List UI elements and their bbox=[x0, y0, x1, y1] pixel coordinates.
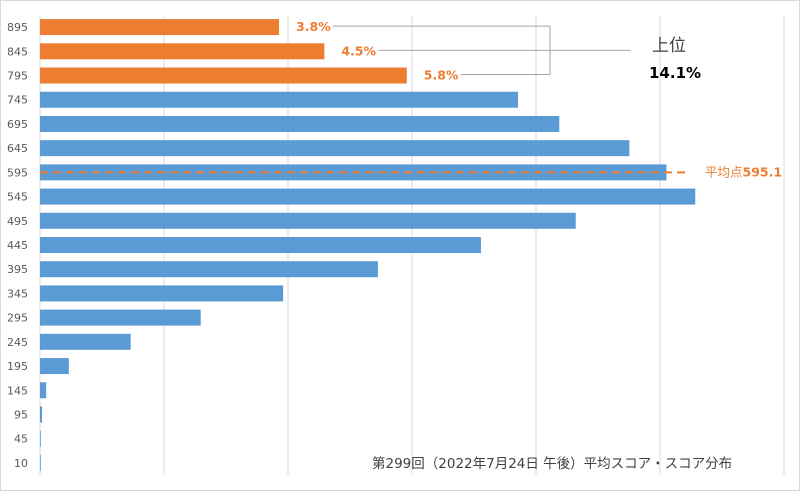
top-total-value: 14.1% bbox=[649, 64, 701, 82]
category-label: 245 bbox=[7, 336, 28, 349]
category-label: 95 bbox=[14, 408, 28, 421]
bars bbox=[40, 19, 696, 471]
bar-495 bbox=[40, 212, 576, 229]
category-label: 445 bbox=[7, 239, 28, 252]
category-label: 495 bbox=[7, 215, 28, 228]
bar-745 bbox=[40, 91, 519, 108]
average-prefix: 平均点 bbox=[705, 164, 743, 179]
top-percent-label: 5.8% bbox=[424, 68, 459, 83]
category-label: 195 bbox=[7, 360, 28, 373]
category-labels: 895 845 795 745 695 645 595 545 495 445 395 345 295 2… bbox=[7, 21, 28, 470]
bar-395 bbox=[40, 261, 378, 278]
bar-195 bbox=[40, 358, 69, 375]
bar-45 bbox=[40, 430, 41, 447]
category-label: 895 bbox=[7, 21, 28, 34]
bar-695 bbox=[40, 115, 560, 132]
bar-10 bbox=[40, 454, 41, 471]
category-label: 595 bbox=[7, 166, 28, 179]
bar-795 bbox=[40, 67, 407, 84]
top-label: 上位 bbox=[652, 36, 686, 56]
bar-445 bbox=[40, 237, 481, 253]
bar-645 bbox=[40, 140, 630, 157]
category-label: 795 bbox=[7, 70, 28, 83]
average-value: 595.1 bbox=[743, 164, 783, 179]
category-label: 395 bbox=[7, 263, 28, 276]
bar-295 bbox=[40, 309, 201, 326]
category-label: 10 bbox=[14, 457, 28, 470]
bar-345 bbox=[40, 285, 284, 302]
average-label: 平均点595.1 bbox=[705, 164, 782, 179]
category-label: 545 bbox=[7, 191, 28, 204]
top-percent-label: 4.5% bbox=[341, 43, 376, 58]
category-label: 845 bbox=[7, 45, 28, 58]
bar-895 bbox=[40, 19, 280, 36]
bar-545 bbox=[40, 188, 696, 205]
category-label: 695 bbox=[7, 118, 28, 131]
category-label: 645 bbox=[7, 142, 28, 155]
top-percent-label: 3.8% bbox=[296, 19, 331, 34]
category-label: 145 bbox=[7, 384, 28, 397]
bar-245 bbox=[40, 333, 131, 350]
chart-title: 第299回（2022年7月24日 午後）平均スコア・スコア分布 bbox=[372, 455, 732, 472]
category-label: 295 bbox=[7, 312, 28, 325]
category-label: 45 bbox=[14, 433, 28, 446]
bar-845 bbox=[40, 43, 325, 60]
bar-145 bbox=[40, 382, 47, 399]
bar-95 bbox=[40, 406, 43, 423]
annotations: 3.8% 4.5% 5.8% 上位 14.1% 平均点595.1 bbox=[40, 19, 782, 179]
category-label: 745 bbox=[7, 94, 28, 107]
category-label: 345 bbox=[7, 287, 28, 300]
